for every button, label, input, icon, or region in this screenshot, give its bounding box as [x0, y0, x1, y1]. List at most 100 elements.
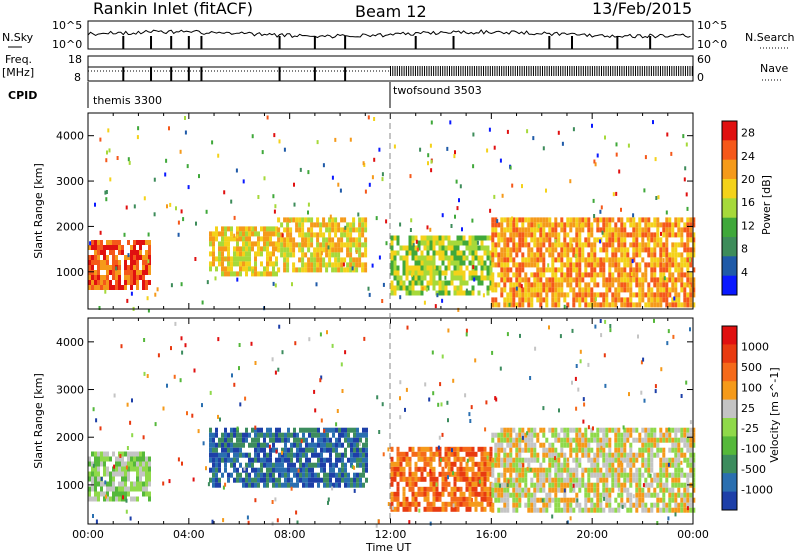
echo-cell	[587, 447, 591, 453]
echo-cell	[326, 437, 329, 443]
echo-cell	[545, 217, 549, 223]
echo-cell	[617, 287, 621, 293]
echo-cell	[277, 242, 281, 248]
freq-tick-low: 8	[74, 71, 81, 84]
echo-cell	[692, 432, 696, 438]
echo-cell	[227, 472, 230, 478]
echo-cell	[471, 486, 475, 492]
echo-cell	[506, 297, 510, 303]
echo-cell	[94, 260, 97, 265]
echo-cell	[614, 227, 618, 233]
echo-cell	[671, 442, 675, 448]
echo-cell	[399, 295, 402, 300]
echo-cell	[344, 467, 347, 473]
echo-cell	[221, 457, 224, 463]
echo-cell	[303, 242, 306, 246]
echo-cell	[341, 472, 344, 478]
echo-cell	[316, 222, 320, 228]
echo-cell	[474, 451, 478, 457]
echo-cell	[584, 487, 588, 493]
echo-cell	[118, 260, 121, 265]
echo-cell	[596, 487, 600, 493]
echo-cell	[115, 266, 118, 271]
echo-cell	[275, 477, 278, 483]
echo-cell	[337, 182, 340, 187]
echo-cell	[242, 231, 245, 237]
echo-cell	[641, 507, 645, 513]
echo-cell	[275, 246, 278, 252]
echo-cell	[124, 255, 127, 260]
echo-cell	[569, 437, 573, 443]
echo-cell	[432, 285, 436, 291]
echo-cell	[358, 232, 362, 238]
echo-cell	[459, 275, 463, 281]
echo-cell	[432, 255, 436, 261]
echo-cell	[260, 432, 263, 438]
echo-cell	[662, 497, 666, 503]
echo-cell	[650, 432, 654, 438]
echo-cell	[257, 442, 260, 448]
echo-cell	[337, 222, 341, 228]
echo-cell	[578, 282, 582, 288]
echo-cell	[620, 482, 624, 488]
echo-cell	[626, 232, 630, 238]
echo-cell	[668, 302, 672, 308]
echo-cell	[462, 456, 466, 462]
echo-cell	[474, 481, 478, 487]
echo-cell	[125, 509, 128, 514]
echo-cell	[617, 227, 621, 233]
echo-cell	[524, 432, 528, 438]
echo-cell	[692, 302, 696, 308]
echo-cell	[239, 477, 242, 483]
echo-cell	[414, 280, 418, 286]
echo-cell	[542, 252, 546, 258]
echo-cell	[545, 237, 549, 243]
colorbar-segment	[722, 454, 737, 474]
echo-cell	[426, 471, 430, 477]
echo-cell	[263, 432, 266, 438]
echo-cell	[500, 217, 504, 223]
echo-cell	[526, 129, 529, 134]
echo-cell	[572, 302, 576, 308]
echo-cell	[629, 482, 633, 488]
echo-cell	[643, 398, 646, 403]
echo-cell	[420, 275, 424, 281]
echo-cell	[635, 277, 639, 283]
echo-cell	[477, 501, 480, 506]
echo-cell	[632, 502, 636, 508]
echo-cell	[296, 442, 299, 448]
echo-cell	[596, 472, 600, 478]
echo-cell	[587, 292, 591, 298]
echo-cell	[563, 502, 567, 508]
echo-cell	[545, 497, 549, 503]
echo-cell	[444, 250, 448, 256]
echo-cell	[584, 267, 588, 273]
echo-cell	[331, 222, 335, 228]
echo-cell	[611, 507, 615, 513]
echo-cell	[112, 285, 115, 290]
echo-cell	[662, 242, 666, 248]
echo-cell	[503, 242, 507, 248]
echo-cell	[215, 447, 218, 453]
echo-cell	[560, 217, 564, 223]
echo-cell	[269, 447, 272, 453]
echo-cell	[578, 232, 582, 238]
echo-cell	[683, 442, 687, 448]
echo-cell	[248, 457, 251, 463]
nave-tick-low: 0	[697, 71, 704, 84]
echo-cell	[503, 262, 507, 268]
echo-cell	[338, 452, 341, 458]
echo-cell	[654, 389, 657, 394]
echo-cell	[583, 402, 586, 407]
echo-cell	[471, 501, 475, 507]
echo-cell	[578, 262, 582, 268]
echo-cell	[447, 418, 449, 423]
echo-cell	[626, 487, 630, 493]
echo-cell	[411, 496, 415, 502]
freq-frame	[87, 55, 694, 82]
echo-cell	[359, 477, 362, 483]
echo-cell	[559, 334, 562, 339]
echo-cell	[608, 452, 612, 458]
echo-cell	[408, 446, 412, 452]
echo-cell	[686, 462, 690, 468]
